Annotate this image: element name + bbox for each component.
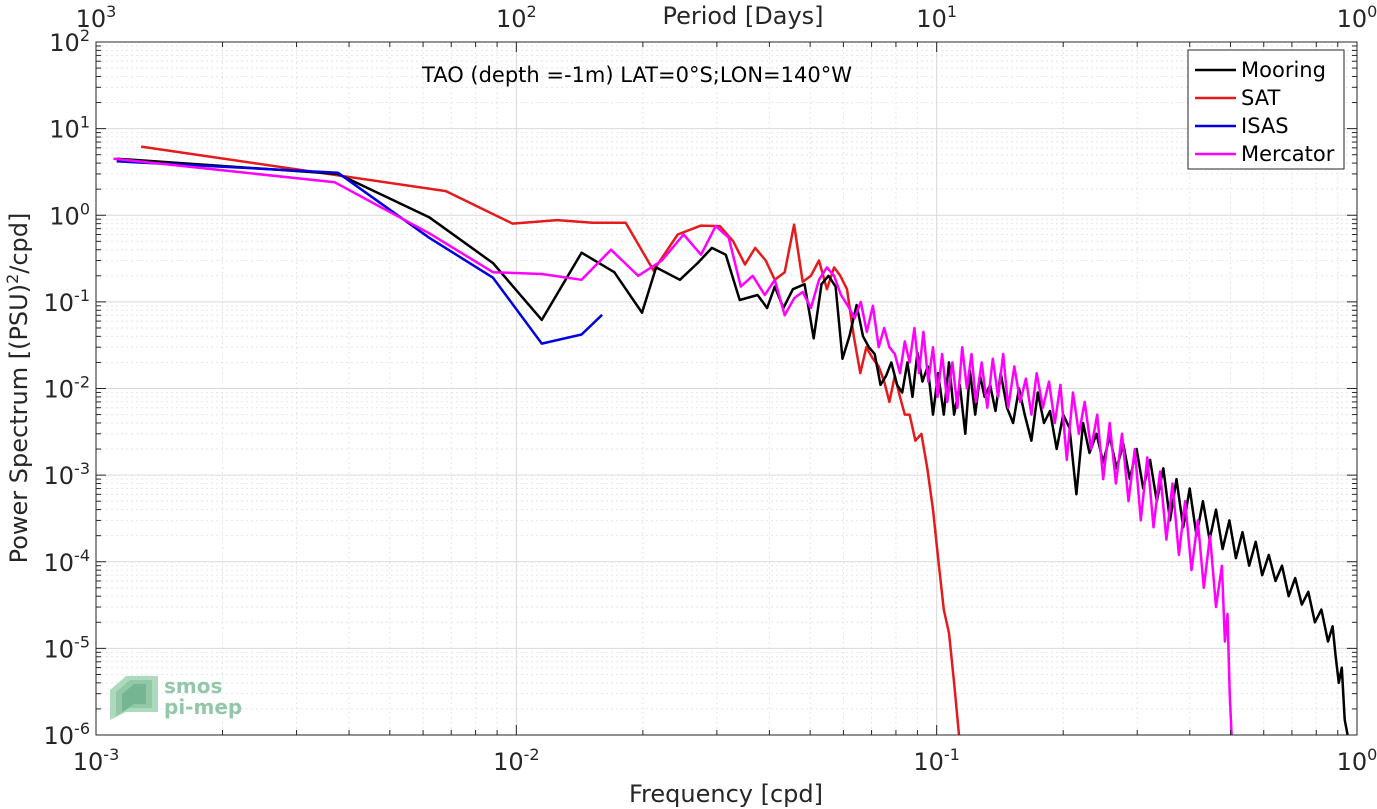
logo-text-pimep: pi-mep	[164, 695, 242, 719]
legend-label-mooring: Mooring	[1241, 58, 1326, 82]
x-tick-label: 10-1	[913, 745, 960, 776]
y-tick-label: 10-1	[44, 286, 91, 317]
y-tick-label: 10-5	[44, 632, 91, 663]
y-tick-label: 100	[49, 199, 90, 230]
y-tick-label: 10-6	[44, 719, 91, 750]
chart-title: TAO (depth =-1m) LAT=0°S;LON=140°W	[421, 63, 852, 87]
x-tick-label: 10-2	[493, 745, 540, 776]
series-line-mooring	[116, 157, 1349, 735]
top-tick-label: 101	[916, 2, 957, 33]
y-tick-label: 10-2	[44, 373, 91, 404]
y-tick-label: 10-3	[44, 459, 91, 490]
y-axis-label-unit: /cpd]	[5, 213, 33, 274]
logo-mark-front	[122, 684, 146, 712]
legend-label-mercator: Mercator	[1241, 142, 1335, 166]
series-line-mercator	[113, 157, 1233, 735]
series-line-sat	[140, 145, 961, 735]
series-layer	[113, 145, 1349, 735]
top-tick-label: 102	[496, 2, 537, 33]
top-axis-label: Period [Days]	[662, 2, 823, 30]
y-axis-label: Power Spectrum [(PSU)2/cpd]	[3, 213, 33, 564]
top-tick-label: 100	[1337, 2, 1377, 33]
x-axis-label: Frequency [cpd]	[629, 780, 823, 808]
legend-label-isas: ISAS	[1241, 114, 1289, 138]
y-tick-label: 102	[49, 26, 90, 57]
top-tick-labels: 103 102 101 100	[76, 2, 1377, 33]
y-tick-label: 101	[49, 113, 90, 144]
y-tick-labels: 10-6 10-5 10-4 10-3 10-2 10-1 100 101 102	[44, 26, 91, 750]
x-tick-labels: 10-3 10-2 10-1 100	[73, 745, 1377, 776]
axis-ticks	[95, 41, 1358, 736]
series-line-isas	[116, 160, 603, 345]
smos-pi-mep-logo: smos pi-mep	[110, 674, 242, 720]
logo-text-smos: smos	[164, 674, 222, 698]
x-tick-label: 100	[1337, 745, 1377, 776]
x-tick-label: 10-3	[73, 745, 120, 776]
y-axis-label-sup: 2	[3, 274, 22, 284]
y-axis-label-main: Power Spectrum [(PSU)	[5, 284, 33, 563]
legend-label-sat: SAT	[1241, 86, 1280, 110]
legend: Mooring SAT ISAS Mercator	[1187, 49, 1345, 170]
top-tick-label: 103	[76, 2, 117, 33]
y-tick-label: 10-4	[44, 546, 91, 577]
